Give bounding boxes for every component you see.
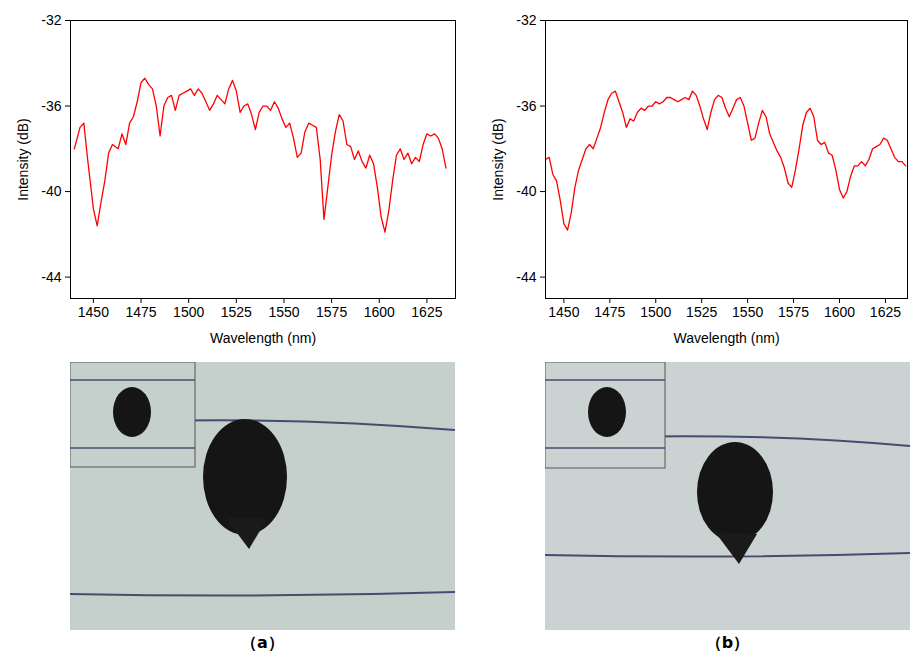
svg-text:1475: 1475 [125,304,156,320]
svg-text:-44: -44 [516,269,536,285]
svg-text:1625: 1625 [411,304,442,320]
svg-text:Intensity (dB): Intensity (dB) [490,118,506,200]
svg-text:1475: 1475 [594,304,625,320]
svg-text:-40: -40 [516,183,536,199]
svg-text:Intensity (dB): Intensity (dB) [15,118,31,200]
svg-text:Wavelength (nm): Wavelength (nm) [673,330,779,346]
svg-text:-36: -36 [41,98,61,114]
svg-text:1600: 1600 [364,304,395,320]
svg-text:1625: 1625 [870,304,901,320]
svg-text:1550: 1550 [268,304,299,320]
html-text:（b）: （b） [705,633,750,652]
svg-text:1525: 1525 [686,304,717,320]
svg-text:1600: 1600 [824,304,855,320]
svg-text:1525: 1525 [221,304,252,320]
svg-text:Wavelength (nm): Wavelength (nm) [210,330,316,346]
svg-text:1450: 1450 [78,304,109,320]
svg-text:1550: 1550 [732,304,763,320]
svg-text:1450: 1450 [548,304,579,320]
svg-text:1500: 1500 [640,304,671,320]
svg-text:1575: 1575 [316,304,347,320]
svg-text:-44: -44 [41,269,61,285]
svg-text:-32: -32 [516,12,536,28]
svg-text:-40: -40 [41,183,61,199]
svg-text:-36: -36 [516,98,536,114]
html-text:（a）: （a） [241,633,284,652]
svg-text:-32: -32 [41,12,61,28]
svg-text:1575: 1575 [778,304,809,320]
svg-text:1500: 1500 [173,304,204,320]
